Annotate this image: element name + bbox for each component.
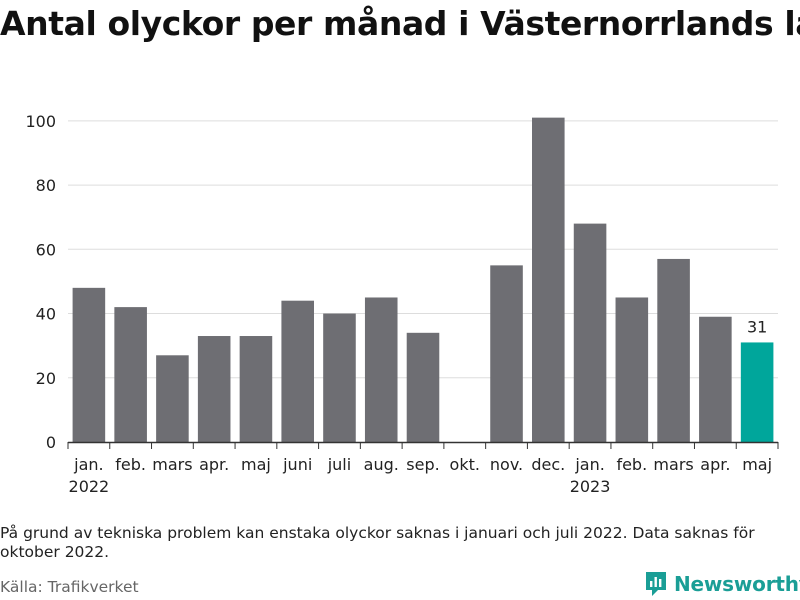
bar xyxy=(197,336,231,442)
x-tick-label: mars xyxy=(152,455,192,474)
x-tick-label: feb. xyxy=(115,455,146,474)
newsworthy-logo-icon xyxy=(646,572,666,596)
bar xyxy=(114,307,147,442)
bar xyxy=(364,297,398,442)
data-label: 31 xyxy=(747,317,767,336)
y-tick-label: 20 xyxy=(36,369,56,388)
x-tick-label: maj xyxy=(241,455,271,474)
bar xyxy=(573,223,607,442)
x-tick-label: jan. xyxy=(73,455,103,474)
x-tick-label: dec. xyxy=(531,455,565,474)
x-tick-label: apr. xyxy=(199,455,229,474)
bar xyxy=(406,332,440,442)
bar xyxy=(490,265,523,442)
x-year-label: 2023 xyxy=(570,477,611,496)
x-tick-label: apr. xyxy=(700,455,730,474)
brand-logo: Newsworthy xyxy=(644,570,800,598)
bar xyxy=(740,342,774,442)
brand-name: Newsworthy xyxy=(674,572,800,596)
bar xyxy=(657,258,690,442)
y-tick-label: 0 xyxy=(46,433,56,452)
bar xyxy=(532,117,565,442)
bar xyxy=(699,316,732,442)
x-tick-label: maj xyxy=(742,455,772,474)
bar xyxy=(323,313,356,442)
y-tick-label: 80 xyxy=(36,176,56,195)
bar xyxy=(281,300,314,442)
x-tick-label: aug. xyxy=(364,455,399,474)
x-tick-label: feb. xyxy=(616,455,647,474)
bar xyxy=(615,297,649,442)
x-tick-label: okt. xyxy=(450,455,480,474)
x-tick-label: juni xyxy=(282,455,312,474)
source-label: Källa: Trafikverket xyxy=(0,578,139,596)
x-tick-label: nov. xyxy=(490,455,523,474)
bar xyxy=(239,336,273,442)
x-tick-label: sep. xyxy=(406,455,439,474)
chart-title: Antal olyckor per månad i Västernorrland… xyxy=(0,4,800,43)
y-tick-label: 60 xyxy=(36,240,56,259)
chart-note: På grund av tekniska problem kan enstaka… xyxy=(0,524,755,561)
x-tick-label: mars xyxy=(653,455,693,474)
x-tick-label: juli xyxy=(327,455,351,474)
y-tick-label: 100 xyxy=(25,112,56,131)
x-tick-label: jan. xyxy=(574,455,604,474)
y-tick-label: 40 xyxy=(36,305,56,324)
bar xyxy=(72,287,106,442)
bar xyxy=(156,355,189,442)
x-year-label: 2022 xyxy=(69,477,110,496)
